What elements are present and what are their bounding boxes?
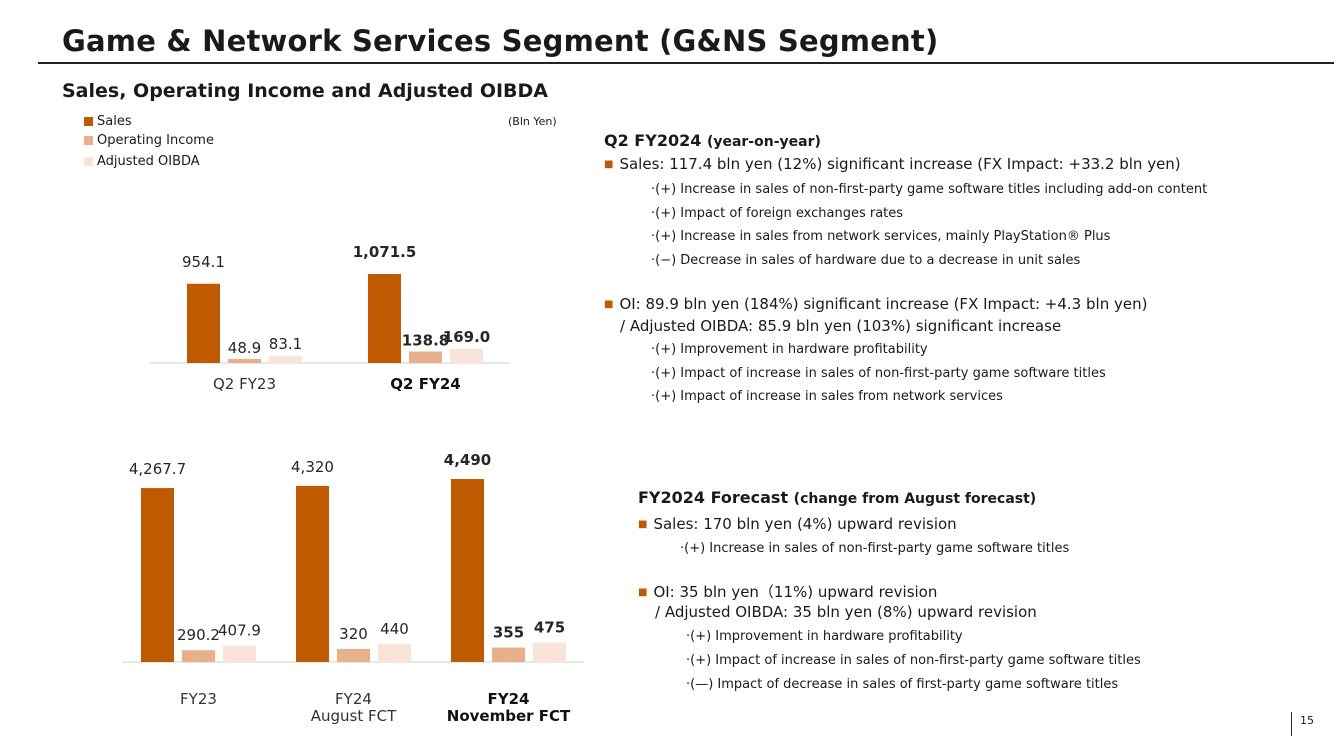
bar-sales	[187, 283, 220, 363]
data-label: 440	[380, 620, 409, 638]
bar-operating-income	[182, 650, 215, 662]
q2-sales-point: ·(+) Increase in sales of non-first-part…	[651, 182, 1208, 197]
q2-sales-point: ·(+) Impact of foreign exchanges rates	[651, 206, 904, 221]
forecast-sales-point: ·(+) Increase in sales of non-first-part…	[680, 541, 1070, 556]
q2-oi-line: ■ OI: 89.9 bln yen (184%) significant inc…	[604, 295, 1147, 313]
q2-oi-text: OI: 89.9 bln yen (184%) significant incr…	[619, 295, 1148, 313]
legend-label: Sales	[97, 114, 132, 129]
data-label: 4,320	[291, 458, 334, 476]
data-label: 4,490	[444, 451, 491, 469]
forecast-oi-line: ■ OI: 35 bln yen（11%) upward revision	[638, 581, 937, 602]
square-bullet-icon: ■	[638, 587, 648, 598]
square-bullet-icon: ■	[604, 159, 614, 170]
data-label: 138.8	[402, 331, 449, 349]
data-label: 4,267.7	[129, 460, 186, 478]
page-title: Game & Network Services Segment (G&NS Se…	[62, 24, 939, 58]
data-label: 407.9	[218, 621, 261, 639]
legend-item-sales: Sales	[84, 114, 132, 129]
legend-label: Operating Income	[97, 133, 214, 148]
legend-item-operating-income: Operating Income	[84, 133, 214, 148]
title-divider	[38, 62, 1334, 64]
forecast-heading-text: FY2024 Forecast	[638, 488, 789, 507]
category-label: FY24	[335, 690, 372, 708]
q2-oi-point: ·(+) Impact of increase in sales from ne…	[651, 389, 1003, 404]
data-label: 83.1	[269, 335, 302, 353]
q2-oi-point: ·(+) Improvement in hardware profitabili…	[651, 342, 928, 357]
bar-operating-income	[492, 647, 525, 662]
category-label: August FCT	[311, 707, 397, 725]
square-bullet-icon: ■	[638, 519, 648, 530]
forecast-oi-text: OI: 35 bln yen（11%) upward revision	[653, 583, 938, 601]
data-label: 169.0	[443, 328, 490, 346]
bar-adjusted-oibda	[533, 642, 566, 662]
bar-operating-income	[337, 648, 370, 662]
category-label: November FCT	[447, 707, 571, 725]
forecast-oi-point: ·(+) Impact of increase in sales of non-…	[686, 653, 1141, 668]
category-label: Q2 FY24	[390, 375, 460, 393]
data-label: 954.1	[182, 253, 225, 271]
q2-sales-text: Sales: 117.4 bln yen (12%) significant i…	[619, 155, 1181, 173]
forecast-oi-point: ·(+) Improvement in hardware profitabili…	[686, 629, 963, 644]
legend-item-adjusted-oibda: Adjusted OIBDA	[84, 154, 200, 169]
bar-adjusted-oibda	[269, 356, 302, 363]
bar-adjusted-oibda	[223, 645, 256, 662]
legend-swatch-operating-income	[84, 136, 93, 145]
page-number-divider	[1291, 712, 1292, 736]
legend-swatch-sales	[84, 117, 93, 126]
legend-swatch-adjusted-oibda	[84, 157, 93, 166]
q2-heading-text: Q2 FY2024	[604, 131, 702, 150]
data-label: 290.2	[177, 626, 220, 644]
bar-sales	[451, 479, 484, 662]
forecast-sales-text: Sales: 170 bln yen (4%) upward revision	[653, 515, 957, 533]
q2-sales-point: ·(−) Decrease in sales of hardware due t…	[651, 253, 1081, 268]
bar-sales	[368, 274, 401, 363]
category-label: FY23	[180, 690, 217, 708]
bar-operating-income	[409, 351, 442, 363]
square-bullet-icon: ■	[604, 299, 614, 310]
legend-label: Adjusted OIBDA	[97, 154, 200, 169]
category-label: Q2 FY23	[213, 375, 276, 393]
q2-heading-note: (year-on-year)	[706, 134, 821, 150]
data-label: 48.9	[228, 339, 261, 357]
data-label: 320	[339, 625, 368, 643]
q2-oibda-line: / Adjusted OIBDA: 85.9 bln yen (103%) si…	[620, 317, 1062, 335]
bar-sales	[141, 488, 174, 662]
q2-heading: Q2 FY2024 (year-on-year)	[604, 131, 821, 150]
q2-oi-point: ·(+) Impact of increase in sales of non-…	[651, 366, 1106, 381]
section-title: Sales, Operating Income and Adjusted OIB…	[62, 80, 549, 102]
bar-operating-income	[228, 358, 261, 363]
q2-sales-point: ·(+) Increase in sales from network serv…	[651, 229, 1111, 244]
bar-adjusted-oibda	[378, 644, 411, 662]
bar-adjusted-oibda	[450, 348, 483, 363]
data-label: 475	[534, 619, 565, 637]
bar-sales	[296, 485, 329, 662]
forecast-oibda-line: / Adjusted OIBDA: 35 bln yen (8%) upward…	[655, 603, 1037, 621]
page-number: 15	[1300, 714, 1314, 727]
forecast-oi-point: ·(—) Impact of decrease in sales of firs…	[686, 677, 1119, 692]
data-label: 355	[493, 624, 524, 642]
forecast-sales-line: ■ Sales: 170 bln yen (4%) upward revision	[638, 515, 957, 533]
forecast-heading-note: (change from August forecast)	[793, 491, 1037, 507]
data-label: 1,071.5	[353, 243, 417, 261]
q2-sales-line: ■ Sales: 117.4 bln yen (12%) significant …	[604, 155, 1181, 173]
unit-label: (Bln Yen)	[508, 115, 557, 128]
forecast-heading: FY2024 Forecast (change from August fore…	[638, 488, 1036, 507]
category-label: FY24	[488, 690, 530, 708]
